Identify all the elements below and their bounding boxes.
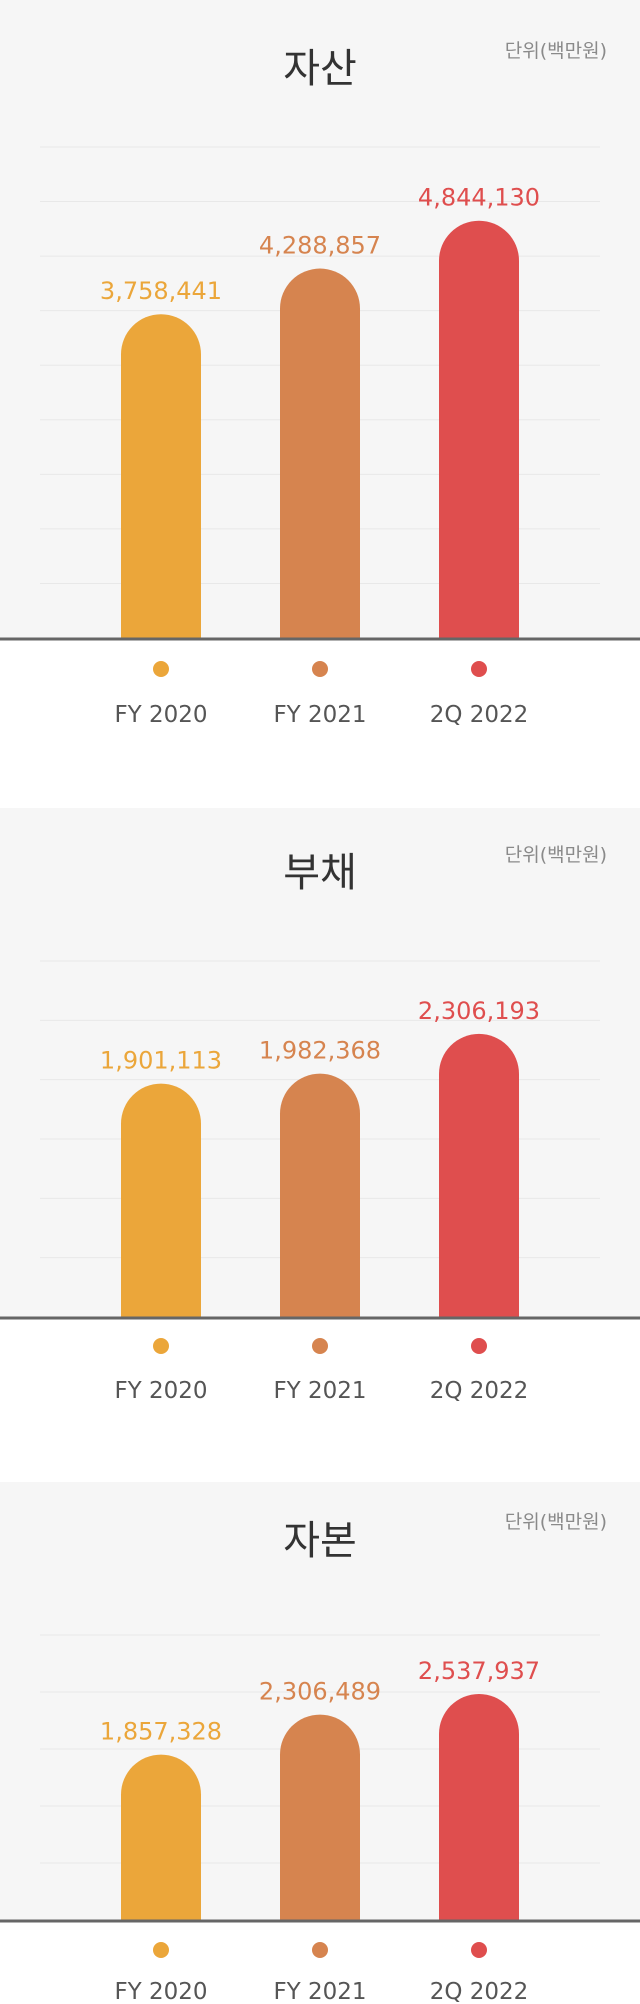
category-label: FY 2020 bbox=[114, 1979, 207, 2004]
value-label: 4,288,857 bbox=[259, 232, 381, 260]
chart-title: 자본 bbox=[283, 1518, 357, 1564]
bar-2q-2022 bbox=[439, 1033, 519, 1317]
legend-dot bbox=[312, 661, 328, 677]
bar-fy-2021 bbox=[280, 1714, 360, 1920]
chart-title: 자산 bbox=[283, 46, 357, 92]
bar-2q-2022 bbox=[439, 1693, 519, 1920]
unit-label: 단위(백만원) bbox=[505, 844, 607, 866]
bar-2q-2022 bbox=[439, 220, 519, 638]
legend-dot bbox=[312, 1338, 328, 1354]
legend-dot bbox=[471, 661, 487, 677]
category-label: FY 2021 bbox=[273, 702, 366, 728]
value-label: 4,844,130 bbox=[418, 184, 540, 212]
category-label: FY 2020 bbox=[114, 702, 207, 728]
chart-equity: 자본 단위(백만원) 1,857,328 FY 2020 2,306,489 FY 202… bbox=[0, 1482, 640, 2004]
bar-fy-2021 bbox=[280, 268, 360, 638]
value-label: 1,982,368 bbox=[259, 1037, 381, 1065]
unit-label: 단위(백만원) bbox=[505, 40, 607, 62]
chart-title: 부채 bbox=[283, 850, 357, 896]
category-label: FY 2021 bbox=[273, 1979, 366, 2004]
value-label: 3,758,441 bbox=[100, 277, 222, 305]
bar-fy-2021 bbox=[280, 1073, 360, 1317]
category-label: 2Q 2022 bbox=[430, 1378, 529, 1404]
chart-svg-liabilities: 부채 단위(백만원) 1,901,113 FY 2020 1,982,368 FY 202… bbox=[0, 808, 640, 1404]
category-label: FY 2020 bbox=[114, 1378, 207, 1404]
chart-assets: 자산 단위(백만원) 3,758,441 FY 2020 4,288,857 FY 202… bbox=[0, 0, 640, 740]
bar-fy-2020 bbox=[121, 314, 201, 638]
legend-dot bbox=[153, 1338, 169, 1354]
chart-svg-assets: 자산 단위(백만원) 3,758,441 FY 2020 4,288,857 FY 202… bbox=[0, 0, 640, 728]
value-label: 2,306,193 bbox=[418, 997, 540, 1025]
bar-fy-2020 bbox=[121, 1083, 201, 1317]
legend-dot bbox=[153, 1942, 169, 1958]
legend-dot bbox=[471, 1942, 487, 1958]
value-label: 2,306,489 bbox=[259, 1678, 381, 1706]
value-label: 1,857,328 bbox=[100, 1718, 222, 1746]
value-label: 1,901,113 bbox=[100, 1047, 222, 1075]
legend-dot bbox=[471, 1338, 487, 1354]
chart-svg-equity: 자본 단위(백만원) 1,857,328 FY 2020 2,306,489 FY 202… bbox=[0, 1482, 640, 2004]
category-label: 2Q 2022 bbox=[430, 1979, 529, 2004]
legend-dot bbox=[153, 661, 169, 677]
value-label: 2,537,937 bbox=[418, 1657, 540, 1685]
chart-liabilities: 부채 단위(백만원) 1,901,113 FY 2020 1,982,368 FY 202… bbox=[0, 808, 640, 1508]
category-label: 2Q 2022 bbox=[430, 702, 529, 728]
category-label: FY 2021 bbox=[273, 1378, 366, 1404]
unit-label: 단위(백만원) bbox=[505, 1511, 607, 1533]
bar-fy-2020 bbox=[121, 1754, 201, 1920]
legend-dot bbox=[312, 1942, 328, 1958]
